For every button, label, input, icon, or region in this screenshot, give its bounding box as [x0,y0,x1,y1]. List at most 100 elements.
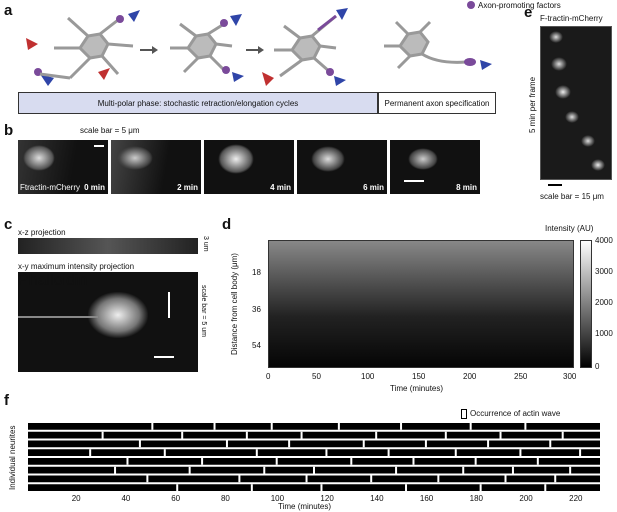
actin-wave-mark [188,466,191,474]
x-tick: 60 [171,494,181,503]
actin-wave-mark [524,423,527,430]
x-tick: 80 [220,494,230,503]
x-tick: 200 [463,372,477,381]
panel-b-label: b [4,122,14,139]
actin-wave-mark [479,484,482,491]
x-tick: 20 [71,494,81,503]
panel-f-label: f [4,392,9,409]
actin-wave-mark [375,431,378,439]
actin-wave-mark [350,458,353,465]
actin-wave-mark [255,449,258,456]
cell-image [88,292,148,338]
neurite-row [28,484,600,491]
actin-wave-mark [163,449,166,456]
xy-scale: scale bar = 5 um [200,285,207,337]
panel-b-frame-1: 2 min [111,140,201,194]
actin-wave-raster [28,423,600,491]
panel-e-title: F-tractin-mCherry [540,14,603,23]
actin-wave-mark [300,431,303,439]
actin-wave-mark [554,475,557,483]
actin-wave-mark [370,475,373,483]
panel-b-scale-text: scale bar = 5 μm [80,126,140,135]
time-label: 2 min [177,183,198,192]
actin-wave-mark [275,458,278,465]
actin-wave-mark [238,475,241,483]
neurite-row [28,423,600,430]
xy-title: x-y maximum intensity projection [18,262,135,271]
actin-wave-mark [362,440,365,448]
cell-image [549,31,563,43]
direction-arrow-icon [154,356,174,358]
panel-e-side-label: 5 min per frame [528,76,537,134]
actin-wave-mark [474,458,477,465]
actin-wave-mark [549,440,552,448]
actin-wave-mark [400,423,403,430]
actin-wave-mark [114,466,117,474]
panel-e-label: e [524,4,533,21]
actin-wave-mark [89,449,92,456]
axon-factor-legend-icon [467,1,475,9]
panel-b-frame-4: 8 min [390,140,480,194]
time-label: 0 min [84,183,105,192]
actin-wave-mark [250,484,253,491]
colorbar-tick: 3000 [595,267,613,276]
panel-a-label: a [4,2,13,19]
actin-wave-mark [454,449,457,456]
actin-wave-mark [569,466,572,474]
neurite-row [28,431,600,439]
x-tick: 0 [266,372,271,381]
actin-wave-mark [561,431,564,439]
time-label: 6 min [363,183,384,192]
cell-image [591,159,605,171]
actin-wave-mark [151,423,154,430]
x-tick: 40 [121,494,131,503]
stain-label: Phalloidin [18,272,88,289]
actin-wave-mark [181,431,184,439]
y-tick: 54 [252,341,261,350]
axon-factor-legend: Axon-promoting factors [478,1,561,10]
cell-image [311,146,345,172]
actin-wave-mark [288,440,291,448]
panel-e-frames [540,26,612,180]
actin-wave-mark [313,466,315,474]
scale-bar [548,184,562,186]
neurite-row [28,458,600,465]
actin-wave-mark [387,449,390,456]
cell-image [408,148,438,170]
panel-d-xlabel: Time (minutes) [390,384,444,393]
x-tick: 220 [569,494,583,503]
actin-wave-mark [437,475,440,483]
x-tick: 200 [519,494,533,503]
colorbar-title: Intensity (AU) [545,224,594,233]
actin-wave-mark [201,458,204,465]
kymograph-heatmap [268,240,574,368]
panel-f-xlabel: Time (minutes) [278,502,332,511]
wave-legend-icon [461,409,467,419]
actin-wave-mark [511,466,514,474]
actin-wave-mark [579,449,582,456]
neurite-row [28,475,600,483]
xy-projection-image: Phalloidin [18,272,198,372]
actin-wave-mark [337,423,340,430]
cell-image [581,135,595,147]
actin-wave-mark [424,440,427,448]
actin-wave-mark [487,440,490,448]
actin-wave-mark [305,475,308,483]
x-tick: 160 [419,494,434,503]
actin-wave-mark [462,466,465,474]
xz-projection-image [18,238,198,254]
actin-wave-mark [320,484,323,491]
x-tick: 180 [469,494,483,503]
cell-image [218,144,254,174]
colorbar-tick: 2000 [595,298,613,307]
actin-wave-mark [444,431,447,439]
panel-c-label: c [4,216,13,233]
actin-wave-mark [504,475,507,483]
neurite-row [28,440,600,448]
x-tick: 100 [270,494,285,503]
panel-b-frame-0: Ftractin-mCherry 0 min [18,140,108,194]
actin-wave-mark [519,449,522,456]
actin-wave-mark [225,440,228,448]
actin-wave-mark [213,423,216,430]
x-tick: 120 [320,494,334,503]
